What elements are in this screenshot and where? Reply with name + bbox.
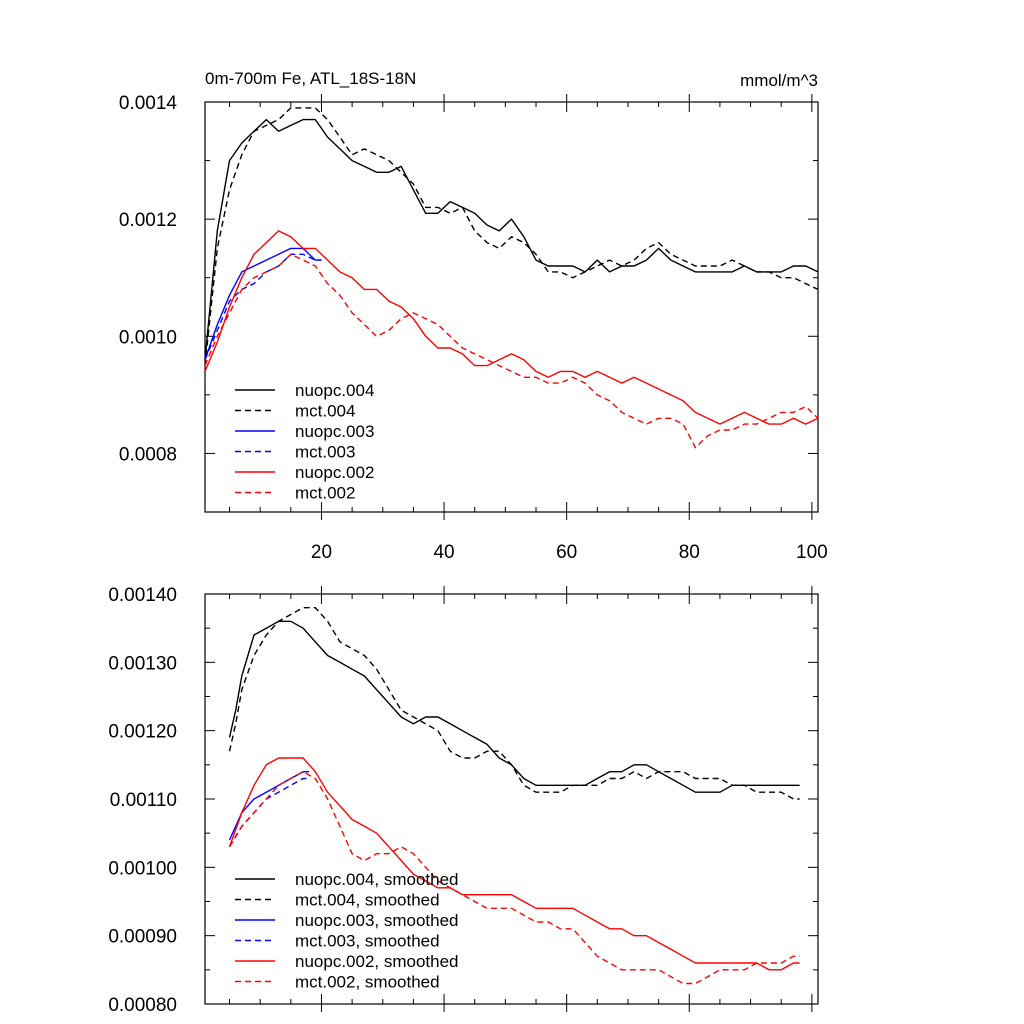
legend-label: mct.002, smoothed bbox=[295, 973, 440, 992]
legend-label: mct.004, smoothed bbox=[295, 891, 440, 910]
series-line-mct-004-smoothed bbox=[228, 607, 800, 800]
y-tick-label: 0.0010 bbox=[119, 327, 177, 348]
series-line-mct-004 bbox=[204, 107, 819, 366]
series-line-mct-002 bbox=[204, 253, 819, 449]
y-tick-label: 0.00090 bbox=[108, 927, 177, 948]
y-tick-label: 0.00120 bbox=[108, 722, 177, 743]
x-tick-label: 100 bbox=[796, 542, 828, 563]
x-tick-label: 40 bbox=[433, 542, 454, 563]
series-line-mct-003-smoothed bbox=[228, 777, 310, 848]
x-tick-label: 80 bbox=[679, 542, 700, 563]
top-panel: 20 40 60 80 100 0.0008 0.0010 0.0012 0.0014 0m-70… bbox=[119, 69, 828, 563]
units-label: mmol/m^3 bbox=[740, 71, 818, 90]
y-tick-label: 0.00080 bbox=[108, 995, 177, 1016]
series-line-mct-002-smoothed bbox=[228, 771, 800, 985]
chart-title: 0m-700m Fe, ATL_18S-18N bbox=[205, 69, 416, 88]
plot-frame bbox=[204, 101, 819, 513]
y-tick-label: 0.0008 bbox=[119, 444, 177, 465]
legend-label: nuopc.004, smoothed bbox=[295, 870, 459, 889]
y-tick-label: 0.00100 bbox=[108, 858, 177, 879]
x-tick-label: 60 bbox=[556, 542, 577, 563]
x-tick-label: 20 bbox=[311, 542, 332, 563]
series-line-nuopc-002 bbox=[204, 230, 819, 425]
legend-label: nuopc.003 bbox=[295, 422, 374, 441]
series-line-nuopc-002-smoothed bbox=[228, 757, 800, 971]
y-tick-label: 0.00130 bbox=[108, 653, 177, 674]
series-line-nuopc-003 bbox=[204, 247, 322, 360]
series-line-nuopc-004-smoothed bbox=[228, 620, 800, 793]
legend-label: nuopc.004 bbox=[295, 381, 374, 400]
legend-label: mct.003 bbox=[295, 443, 355, 462]
legend-label: mct.002 bbox=[295, 484, 355, 503]
series-line-mct-003 bbox=[204, 253, 322, 360]
legend-label: nuopc.003, smoothed bbox=[295, 911, 459, 930]
y-tick-label: 0.00140 bbox=[108, 585, 177, 606]
legend-label: mct.003, smoothed bbox=[295, 932, 440, 951]
legend-label: nuopc.002, smoothed bbox=[295, 952, 459, 971]
y-tick-label: 0.00110 bbox=[110, 790, 177, 811]
series-line-nuopc-004 bbox=[204, 118, 819, 360]
legend-label: mct.004 bbox=[295, 402, 355, 421]
y-tick-label: 0.0014 bbox=[119, 93, 178, 114]
bottom-panel: 0.00080 0.00090 0.00100 0.00110 0.00120 0.001… bbox=[108, 585, 819, 1016]
y-tick-label: 0.0012 bbox=[119, 210, 177, 231]
legend-label: nuopc.002 bbox=[295, 463, 374, 482]
